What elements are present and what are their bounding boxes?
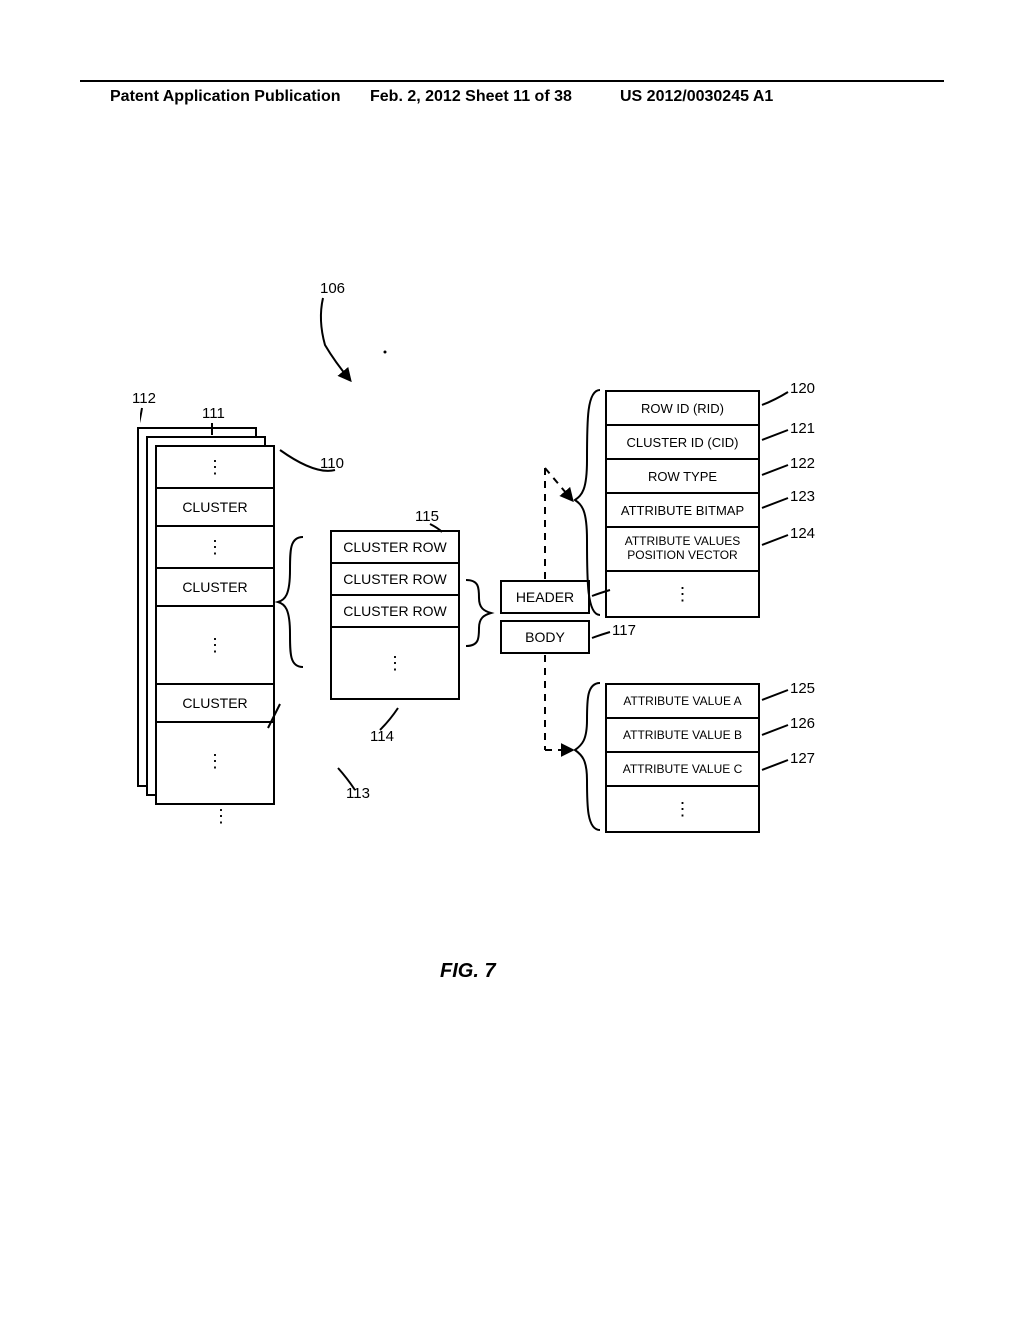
ref-126: 126 xyxy=(790,715,815,732)
header-right: US 2012/0030245 A1 xyxy=(620,88,773,106)
col4b-val-c: ATTRIBUTE VALUE C xyxy=(607,753,758,787)
col4b-body-fields: ATTRIBUTE VALUE A ATTRIBUTE VALUE B ATTR… xyxy=(605,683,760,833)
col1-cluster-3: CLUSTER xyxy=(157,685,273,723)
ref-123: 123 xyxy=(790,488,815,505)
col4a-row-type: ROW TYPE xyxy=(607,460,758,494)
col4a-row-id: ROW ID (RID) xyxy=(607,392,758,426)
diagram-container: 106 ⋮ CLUSTER ⋮ CLUSTER ⋮ CLUSTER ⋮ 112 … xyxy=(140,290,880,890)
ref-122: 122 xyxy=(790,455,815,472)
col4a-attr-bitmap: ATTRIBUTE BITMAP xyxy=(607,494,758,528)
ref-124: 124 xyxy=(790,525,815,542)
col4a-cluster-id: CLUSTER ID (CID) xyxy=(607,426,758,460)
col1-dots: ⋮ xyxy=(157,527,273,569)
col2-row-1: CLUSTER ROW xyxy=(332,532,458,564)
col1-dots: ⋮ xyxy=(157,607,273,685)
ref-112: 112 xyxy=(132,390,156,407)
col4b-dots: ⋮ xyxy=(607,787,758,831)
col3-body: BODY xyxy=(500,620,590,654)
header-left: Patent Application Publication xyxy=(110,88,341,106)
col4a-attr-pos-vec: ATTRIBUTE VALUES POSITION VECTOR xyxy=(607,528,758,572)
ref-121: 121 xyxy=(790,420,815,437)
col3-header: HEADER xyxy=(500,580,590,614)
ref-120: 120 xyxy=(790,380,815,397)
ref-117: 117 xyxy=(612,622,636,639)
col4a-header-fields: ROW ID (RID) CLUSTER ID (CID) ROW TYPE A… xyxy=(605,390,760,618)
col1-dots: ⋮ xyxy=(157,447,273,489)
col1-layer-front: ⋮ CLUSTER ⋮ CLUSTER ⋮ CLUSTER ⋮ xyxy=(155,445,275,805)
ref-111: 111 xyxy=(202,405,225,422)
header-line xyxy=(80,80,944,82)
col4b-val-a: ATTRIBUTE VALUE A xyxy=(607,685,758,719)
col1-cluster-1: CLUSTER xyxy=(157,489,273,527)
col2-row-3: CLUSTER ROW xyxy=(332,596,458,628)
ref-125: 125 xyxy=(790,680,815,697)
header-center: Feb. 2, 2012 Sheet 11 of 38 xyxy=(370,88,572,106)
col2-dots: ⋮ xyxy=(332,628,458,698)
figure-caption: FIG. 7 xyxy=(440,960,496,983)
ref-113: 113 xyxy=(346,785,370,802)
ref-114: 114 xyxy=(370,728,394,745)
col2-cluster-rows: CLUSTER ROW CLUSTER ROW CLUSTER ROW ⋮ xyxy=(330,530,460,700)
ref-127: 127 xyxy=(790,750,815,767)
col4a-dots: ⋮ xyxy=(607,572,758,616)
ref-110: 110 xyxy=(320,455,344,472)
col1-cluster-2: CLUSTER xyxy=(157,569,273,607)
col2-row-2: CLUSTER ROW xyxy=(332,564,458,596)
col4b-val-b: ATTRIBUTE VALUE B xyxy=(607,719,758,753)
col1-dots: ⋮ xyxy=(157,723,273,799)
ref-106: 106 xyxy=(320,280,345,297)
col3-header-body: HEADER BODY xyxy=(500,580,590,660)
guide-dots: ⋮ xyxy=(212,813,230,819)
ref-115: 115 xyxy=(415,508,439,525)
